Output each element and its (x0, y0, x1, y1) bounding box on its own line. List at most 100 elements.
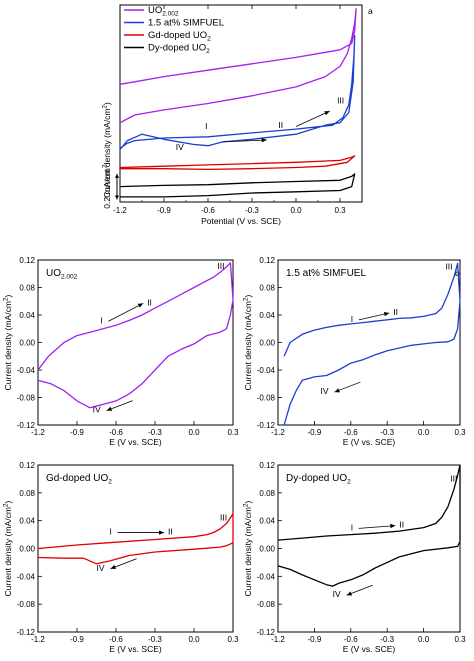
panel-a-xtick-label: 0.0 (290, 206, 302, 215)
panel-b1-annotation: II (147, 297, 152, 307)
panel-b2-arrow (358, 312, 390, 321)
panel-a-xtick-label: -0.6 (201, 206, 215, 215)
panel-b4-xtick-label: 0.0 (418, 635, 430, 644)
panel-a-series-line (119, 155, 356, 171)
panel-b2-ytick-label: 0.04 (259, 311, 275, 320)
panel-b4-arrow-head (346, 591, 353, 596)
panel-a-arrow-head (261, 137, 267, 143)
panel-b3-annotation: II (168, 527, 173, 537)
panel-a-annotation: IV (176, 142, 184, 152)
panel-b1-ylabel: Current density (mA/cm2) (3, 294, 14, 390)
panel-b3-arrow-head (110, 564, 116, 570)
panel-a-label: a (368, 6, 373, 16)
panel-b3-xlabel: E (V vs. SCE) (109, 644, 162, 654)
panel-b3-arrow-head (159, 530, 164, 535)
panel-a-legend-entry: Gd-doped UO2 (148, 30, 211, 43)
panel-b1-arrow (108, 303, 144, 322)
panel-b3-xtick-label: -0.6 (109, 635, 123, 644)
panel-b4-title: Dy-doped UO2 (286, 473, 351, 486)
panel-b1-title: UO2.002 (46, 268, 78, 281)
panel-b2-title: 1.5 at% SIMFUEL (286, 268, 366, 279)
panel-b3-ytick-label: 0.00 (19, 545, 35, 554)
panel-b1-ytick-label: 0.00 (19, 339, 35, 348)
panel-b4-xtick-label: 0.3 (454, 635, 466, 644)
panel-b4-series-line (277, 464, 461, 587)
panel-b4-ytick-label: -0.12 (257, 628, 276, 637)
panel-a-legend-entry: UO2.002 (148, 5, 179, 18)
panel-b1-xtick-label: -0.9 (70, 428, 84, 437)
panel-b4-xtick-label: -0.6 (344, 635, 358, 644)
panel-b2-ytick-label: 0.12 (259, 256, 275, 265)
panel-b2-series-line (283, 262, 461, 426)
panel-a-annotation: I (205, 121, 207, 131)
panel-b1-xtick-label: 0.0 (188, 428, 200, 437)
panel-b2-ytick-label: -0.12 (257, 421, 276, 430)
panel-b1-ytick-label: -0.12 (17, 421, 36, 430)
panel-b1-series-line (37, 262, 234, 409)
panel-b1-ytick-label: 0.12 (19, 256, 35, 265)
panel-b2-xtick-label: 0.3 (454, 428, 466, 437)
panel-a-arrow-head (324, 111, 330, 116)
panel-b3-ytick-label: -0.12 (17, 628, 36, 637)
panel-b4-annotation: II (399, 520, 404, 530)
panel-b4-ytick-label: -0.04 (257, 572, 276, 581)
panel-b4-ytick-label: 0.08 (259, 489, 275, 498)
panel-a-arrow (295, 110, 330, 127)
panel-a-annotation: II (278, 120, 283, 130)
panel-b1-xtick-label: -1.2 (31, 428, 45, 437)
panel-b3-ytick-label: -0.04 (17, 572, 36, 581)
panel-b4-ylabel: Current density (mA/cm2) (243, 500, 254, 596)
panel-a-ylabel: Current density (mA/cm2) (102, 102, 113, 198)
panel-b2-arrow-head (383, 311, 390, 317)
panel-b1-ytick-label: -0.08 (17, 394, 36, 403)
panel-b2-annotation: IV (320, 386, 328, 396)
panel-b2-ytick-label: -0.08 (257, 394, 276, 403)
panel-a-arrow (222, 139, 267, 143)
panel-b4-ytick-label: -0.08 (257, 600, 276, 609)
panel-a-xtick-label: 0.3 (334, 206, 346, 215)
panel-b3-xtick-label: 0.0 (188, 635, 200, 644)
panel-b3-ytick-label: 0.08 (19, 489, 35, 498)
panel-b3-ytick-label: -0.08 (17, 600, 36, 609)
panel-b3-xtick-label: -1.2 (31, 635, 45, 644)
panel-b1-arrow-head (137, 303, 144, 308)
panel-b4-annotation: III (450, 474, 457, 484)
panel-a-xlabel: Potential (V vs. SCE) (201, 216, 281, 226)
panel-a-legend-entry: 1.5 at% SIMFUEL (148, 18, 224, 29)
panel-b3-series-line (37, 513, 234, 565)
panel-a-series-line (119, 173, 356, 198)
panel-a-frame (119, 4, 363, 203)
panel-b1-annotation: I (100, 315, 102, 325)
panel-b4-ytick-label: 0.00 (259, 545, 275, 554)
panel-b1-xtick-label: -0.6 (109, 428, 123, 437)
panel-b4-xlabel: E (V vs. SCE) (343, 644, 396, 654)
panel-b3-xtick-label: 0.3 (227, 635, 239, 644)
panel-a-scale-bar-head (115, 173, 119, 178)
panel-b1-ytick-label: -0.04 (17, 366, 36, 375)
panel-a-xtick-label: -1.2 (113, 206, 127, 215)
panel-b-label: b (455, 268, 460, 278)
panel-b2-xtick-label: -0.9 (308, 428, 322, 437)
panel-b4-ytick-label: 0.04 (259, 517, 275, 526)
panel-b2-annotation: III (445, 262, 452, 272)
panel-b3-annotation: IV (97, 563, 105, 573)
panel-b1-xlabel: E (V vs. SCE) (109, 437, 162, 447)
panel-b2-xtick-label: -1.2 (271, 428, 285, 437)
panel-b4-xtick-label: -0.9 (308, 635, 322, 644)
panel-b2-xtick-label: 0.0 (418, 428, 430, 437)
panel-b3-xtick-label: -0.3 (148, 635, 162, 644)
panel-b4-annotation: I (351, 522, 353, 532)
panel-b2-ytick-label: 0.00 (259, 339, 275, 348)
panel-b3-xtick-label: -0.9 (70, 635, 84, 644)
panel-b3-annotation: I (110, 527, 112, 537)
panel-b1-ytick-label: 0.08 (19, 284, 35, 293)
panel-b3-ytick-label: 0.12 (19, 461, 35, 470)
panel-b3-title: Gd-doped UO2 (46, 473, 112, 486)
panel-b2-ytick-label: 0.08 (259, 284, 275, 293)
panel-b4-xtick-label: -0.3 (380, 635, 394, 644)
panel-a-xtick-label: -0.3 (245, 206, 259, 215)
panel-b4-annotation: IV (333, 589, 341, 599)
panel-b1-frame (37, 259, 234, 426)
panel-a-xtick-label: -0.9 (157, 206, 171, 215)
